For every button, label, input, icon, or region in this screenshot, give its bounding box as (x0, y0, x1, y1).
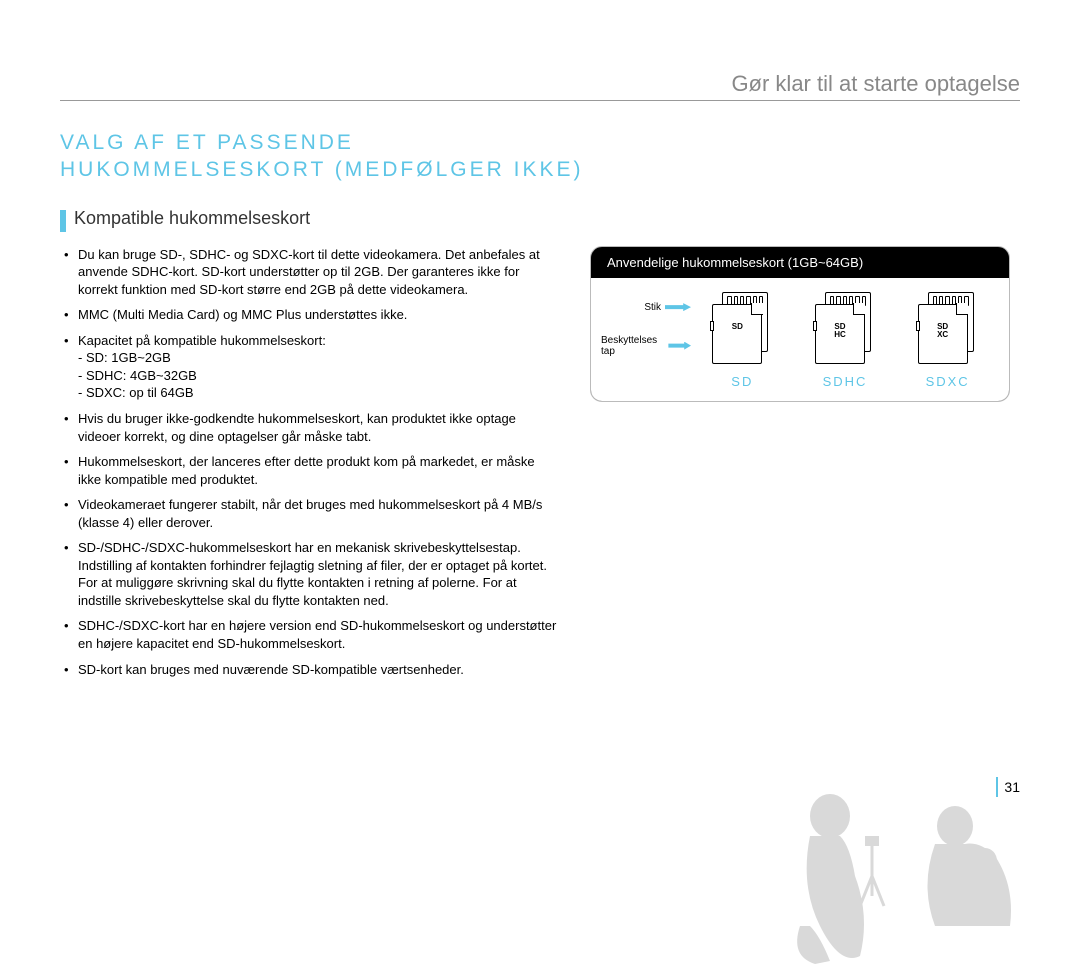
card-caption: SDXC (926, 374, 970, 389)
panel-labels: Stik Beskyttelses tap (601, 292, 691, 379)
sd-logo-text: SD (732, 323, 743, 331)
capacity-line: - SDHC: 4GB~32GB (78, 367, 560, 385)
bullet-list-column: Du kan bruge SD-, SDHC- og SDXC-kort til… (60, 246, 560, 686)
card-caption: SDHC (823, 374, 868, 389)
capacity-line: - SD: 1GB~2GB (78, 349, 560, 367)
card-caption: SD (731, 374, 753, 389)
bullet-item: SD-kort kan bruges med nuværende SD-komp… (78, 661, 560, 679)
label-protection-row: Beskyttelses tap (601, 335, 691, 357)
section-title-line1: VALG AF ET PASSENDE (60, 129, 1020, 156)
card-item-sdhc: SD HC SDHC (815, 292, 875, 389)
bullet-list: Du kan bruge SD-, SDHC- og SDXC-kort til… (60, 246, 560, 678)
bullet-item: Videokameraet fungerer stabilt, når det … (78, 496, 560, 531)
section-title-line2: HUKOMMELSESKORT (MEDFØLGER IKKE) (60, 156, 1020, 183)
page-number-bar (996, 777, 998, 797)
card-item-sd: SD SD (712, 292, 772, 389)
memory-card-panel: Anvendelige hukommelseskort (1GB~64GB) S… (590, 246, 1010, 402)
sd-card-icon: SD HC (815, 292, 875, 364)
panel-body: Stik Beskyttelses tap (591, 278, 1009, 401)
label-terminals: Stik (644, 302, 661, 313)
capacity-line: - SDXC: op til 64GB (78, 384, 560, 402)
subsection-title: Kompatible hukommelseskort (74, 208, 310, 229)
header-divider: Gør klar til at starte optagelse (60, 100, 1020, 101)
section-title: VALG AF ET PASSENDE HUKOMMELSESKORT (MED… (60, 129, 1020, 184)
sd-card-icon: SD XC (918, 292, 978, 364)
bullet-item: SDHC-/SDXC-kort har en højere version en… (78, 617, 560, 652)
card-item-sdxc: SD XC SDXC (918, 292, 978, 389)
sd-logo-text: SD HC (828, 323, 852, 339)
bullet-item: SD-/SDHC-/SDXC-hukommelseskort har en me… (78, 539, 560, 609)
arrow-icon (665, 303, 691, 311)
silhouette-illustration (760, 766, 1020, 966)
label-terminals-row: Stik (601, 302, 691, 313)
bullet-item: Hvis du bruger ikke-godkendte hukommelse… (78, 410, 560, 445)
capacity-sublist: - SD: 1GB~2GB - SDHC: 4GB~32GB - SDXC: o… (78, 349, 560, 402)
arrow-icon (668, 342, 691, 350)
accent-bar (60, 210, 66, 232)
subsection-header: Kompatible hukommelseskort (60, 208, 1020, 232)
bullet-item: Hukommelseskort, der lanceres efter dett… (78, 453, 560, 488)
page-number-wrap: 31 (996, 777, 1020, 797)
breadcrumb: Gør klar til at starte optagelse (731, 71, 1020, 97)
cards-group: SD SD SD HC SDHC (691, 292, 999, 389)
bullet-item: Du kan bruge SD-, SDHC- og SDXC-kort til… (78, 246, 560, 299)
panel-header: Anvendelige hukommelseskort (1GB~64GB) (591, 247, 1009, 278)
sd-logo-text: SD XC (931, 323, 955, 339)
bullet-item: MMC (Multi Media Card) og MMC Plus under… (78, 306, 560, 324)
bullet-text: Kapacitet på kompatible hukommelseskort: (78, 333, 326, 348)
bullet-item: Kapacitet på kompatible hukommelseskort:… (78, 332, 560, 402)
sd-card-icon: SD (712, 292, 772, 364)
page-number: 31 (1004, 779, 1020, 795)
label-protection: Beskyttelses tap (601, 335, 664, 357)
